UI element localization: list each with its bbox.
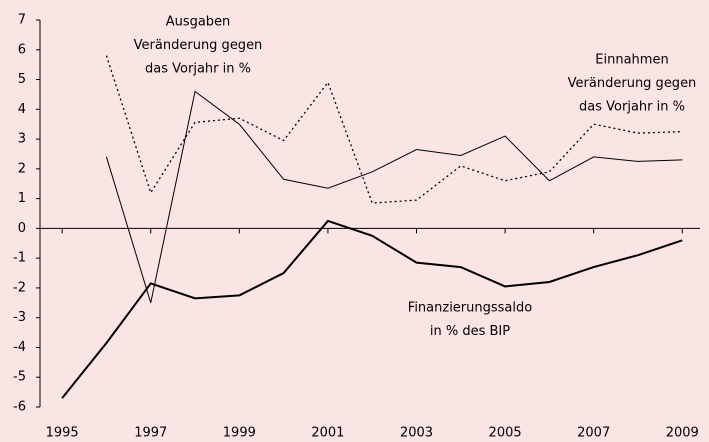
x-tick-label: 2001 bbox=[311, 426, 344, 441]
y-tick-label: 2 bbox=[18, 161, 26, 176]
series-line bbox=[105, 90, 683, 303]
x-tick-label: 1997 bbox=[134, 426, 167, 441]
y-tick-label: 3 bbox=[18, 132, 26, 147]
series-line bbox=[61, 219, 683, 399]
y-tick-label: -1 bbox=[13, 251, 26, 266]
x-tick-label: 2009 bbox=[666, 426, 699, 441]
annotation: Veränderung gegen bbox=[134, 38, 263, 53]
annotation: das Vorjahr in % bbox=[145, 62, 251, 77]
y-tick-label: 1 bbox=[18, 191, 26, 206]
y-tick-label: 6 bbox=[18, 42, 26, 57]
annotation: in % des BIP bbox=[430, 324, 510, 339]
annotation: Ausgaben bbox=[166, 15, 231, 30]
y-tick-label: -4 bbox=[13, 340, 26, 355]
annotation: Einnahmen bbox=[595, 53, 668, 68]
y-tick-label: 0 bbox=[18, 221, 26, 236]
x-tick-label: 2003 bbox=[400, 426, 433, 441]
annotation: das Vorjahr in % bbox=[579, 100, 685, 115]
y-tick-label: -3 bbox=[13, 310, 26, 325]
y-tick-label: -6 bbox=[13, 400, 26, 415]
x-tick-label: 1995 bbox=[46, 426, 79, 441]
y-tick-label: 4 bbox=[18, 102, 26, 117]
y-tick-label: -2 bbox=[13, 280, 26, 295]
x-tick-label: 2005 bbox=[489, 426, 522, 441]
annotation: Veränderung gegen bbox=[568, 76, 697, 91]
y-tick-label: -5 bbox=[13, 370, 26, 385]
y-tick-label: 5 bbox=[18, 72, 26, 87]
x-tick-label: 1999 bbox=[223, 426, 256, 441]
annotation: Finanzierungssaldo bbox=[408, 301, 532, 316]
y-tick-label: 7 bbox=[18, 13, 26, 28]
x-tick-label: 2007 bbox=[577, 426, 610, 441]
